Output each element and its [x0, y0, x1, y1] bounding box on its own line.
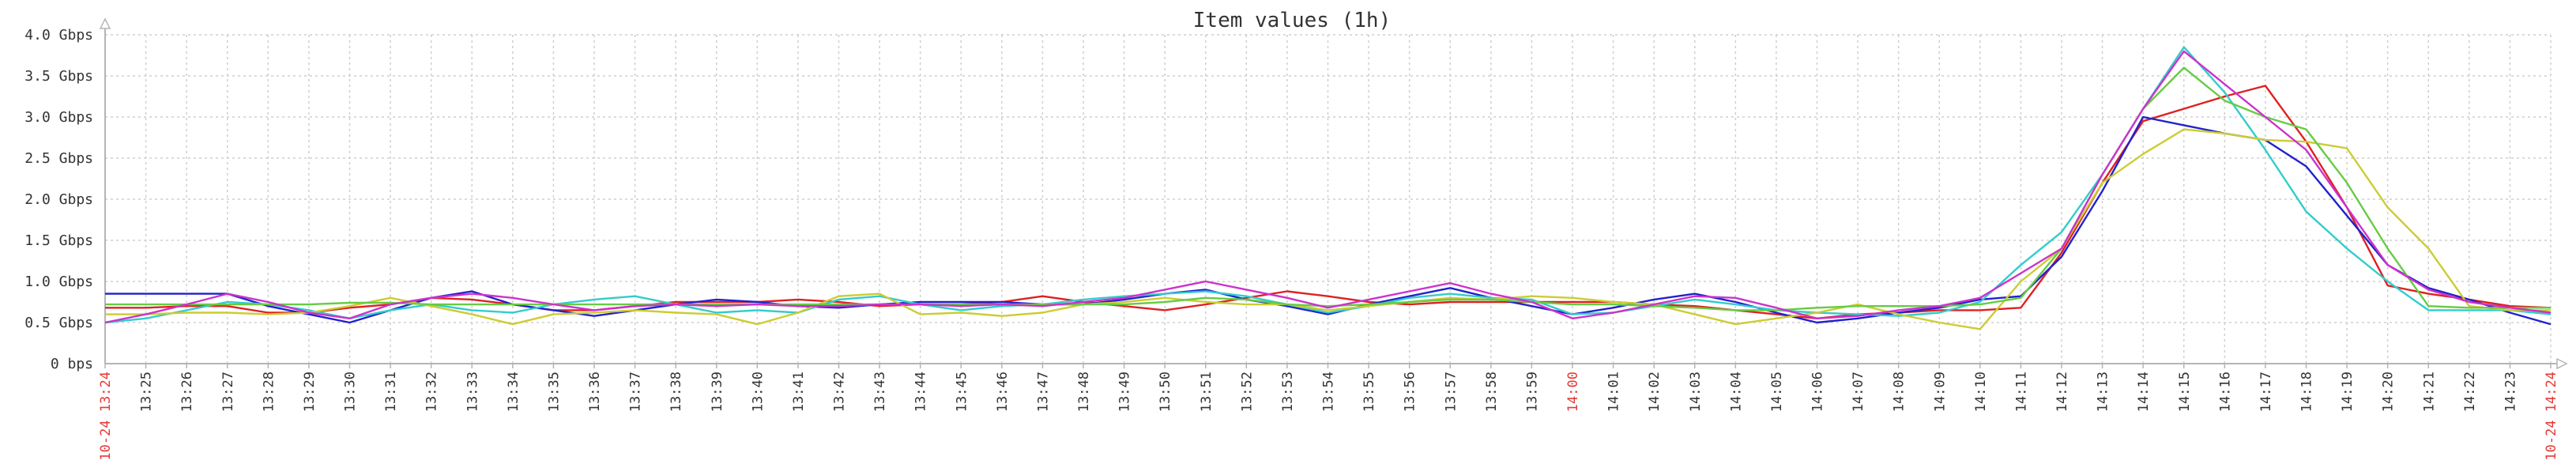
x-tick-label: 13:39 — [710, 372, 725, 412]
y-tick-label: 0 bps — [51, 356, 93, 372]
x-tick-label: 13:29 — [302, 372, 318, 412]
x-tick-label: 13:58 — [1484, 372, 1500, 412]
x-tick-label: 13:51 — [1199, 372, 1215, 412]
x-tick-label: 13:59 — [1524, 372, 1540, 412]
x-tick-label: 14:02 — [1647, 372, 1663, 412]
x-tick-label: 13:43 — [872, 372, 888, 412]
x-tick-label: 13:25 — [139, 372, 155, 412]
grid — [105, 34, 2552, 364]
x-tick-label: 13:38 — [668, 372, 684, 412]
x-tick-label: 14:11 — [2013, 372, 2029, 412]
x-tick-label: 13:37 — [628, 372, 644, 412]
x-tick-label: 14:17 — [2258, 372, 2274, 412]
x-tick-label: 10-24 14:24 — [2544, 372, 2559, 461]
x-tick-label: 14:12 — [2054, 372, 2070, 412]
x-tick-label: 13:44 — [913, 372, 929, 412]
x-tick-label: 14:09 — [1932, 372, 1948, 412]
x-tick-label: 13:57 — [1443, 372, 1459, 412]
x-tick-label: 14:18 — [2299, 372, 2315, 412]
x-tick-label: 13:45 — [954, 372, 970, 412]
x-axis-tick-labels: 10-24 13:24 13:25 13:26 13:27 13:28 13:29 13:3… — [98, 372, 2559, 461]
x-tick-label: 14:07 — [1851, 372, 1866, 412]
x-tick-label: 14:16 — [2217, 372, 2233, 412]
y-tick-label: 1.0 Gbps — [24, 274, 93, 290]
y-tick-label: 4.0 Gbps — [24, 27, 93, 43]
x-tick-label: 14:01 — [1606, 372, 1622, 412]
x-tick-label: 13:55 — [1361, 372, 1377, 412]
x-tick-label: 14:13 — [2096, 372, 2111, 412]
axes — [99, 17, 2568, 370]
x-tick-label: 13:27 — [220, 372, 236, 412]
y-tick-label: 3.0 Gbps — [24, 109, 93, 126]
x-tick-label: 13:30 — [343, 372, 359, 412]
x-tick-label: 13:32 — [424, 372, 440, 412]
x-tick-label: 13:36 — [587, 372, 603, 412]
series-line-4 — [105, 128, 2551, 330]
x-tick-label: 13:31 — [383, 372, 399, 412]
x-tick-label: 13:41 — [791, 372, 807, 412]
x-tick-label: 14:03 — [1688, 372, 1704, 412]
x-tick-label: 13:42 — [832, 372, 848, 412]
x-tick-label: 14:14 — [2136, 372, 2152, 412]
x-tick-label: 13:33 — [465, 372, 480, 412]
y-tick-label: 0.5 Gbps — [24, 315, 93, 331]
x-axis-arrow — [2556, 357, 2568, 370]
x-tick-label: 13:50 — [1158, 372, 1173, 412]
x-tick-label: 10-24 13:24 — [98, 372, 114, 461]
x-tick-label: 14:21 — [2421, 372, 2437, 412]
x-tick-label: 14:06 — [1810, 372, 1826, 412]
x-tick-label: 14:00 — [1565, 372, 1581, 412]
x-tick-label: 13:46 — [995, 372, 1011, 412]
x-tick-label: 13:28 — [261, 372, 277, 412]
x-tick-label: 14:08 — [1892, 372, 1908, 412]
y-tick-label: 3.5 Gbps — [24, 68, 93, 85]
x-tick-label: 13:56 — [1403, 372, 1418, 412]
x-tick-label: 13:40 — [750, 372, 766, 412]
x-tick-label: 14:04 — [1728, 372, 1744, 412]
x-tick-label: 14:23 — [2503, 372, 2518, 412]
x-tick-label: 14:19 — [2340, 372, 2356, 412]
x-tick-label: 13:35 — [546, 372, 562, 412]
x-tick-label: 14:10 — [1973, 372, 1989, 412]
series-line-6 — [104, 50, 2552, 324]
x-tick-label: 13:52 — [1239, 372, 1255, 412]
y-tick-label: 1.5 Gbps — [24, 232, 93, 249]
x-tick-label: 13:47 — [1035, 372, 1051, 412]
x-tick-label: 13:26 — [179, 372, 195, 412]
y-axis-arrow — [99, 17, 111, 29]
x-tick-label: 13:34 — [506, 372, 522, 412]
y-tick-label: 2.0 Gbps — [24, 191, 93, 208]
x-tick-label: 13:48 — [1076, 372, 1092, 412]
x-tick-label: 14:20 — [2381, 372, 2397, 412]
y-axis-tick-labels: 0 bps 0.5 Gbps 1.0 Gbps 1.5 Gbps 2.0 Gbps 2.5… — [24, 27, 93, 372]
y-tick-label: 2.5 Gbps — [24, 150, 93, 167]
x-tick-label: 13:49 — [1117, 372, 1133, 412]
x-tick-label: 14:22 — [2462, 372, 2478, 412]
x-tick-label: 14:05 — [1769, 372, 1785, 412]
x-tick-label: 13:54 — [1321, 372, 1337, 412]
series-lines — [104, 46, 2552, 330]
x-tick-label: 13:53 — [1280, 372, 1296, 412]
chart-title: Item values (1h) — [1193, 9, 1391, 32]
x-tick-label: 14:15 — [2177, 372, 2193, 412]
